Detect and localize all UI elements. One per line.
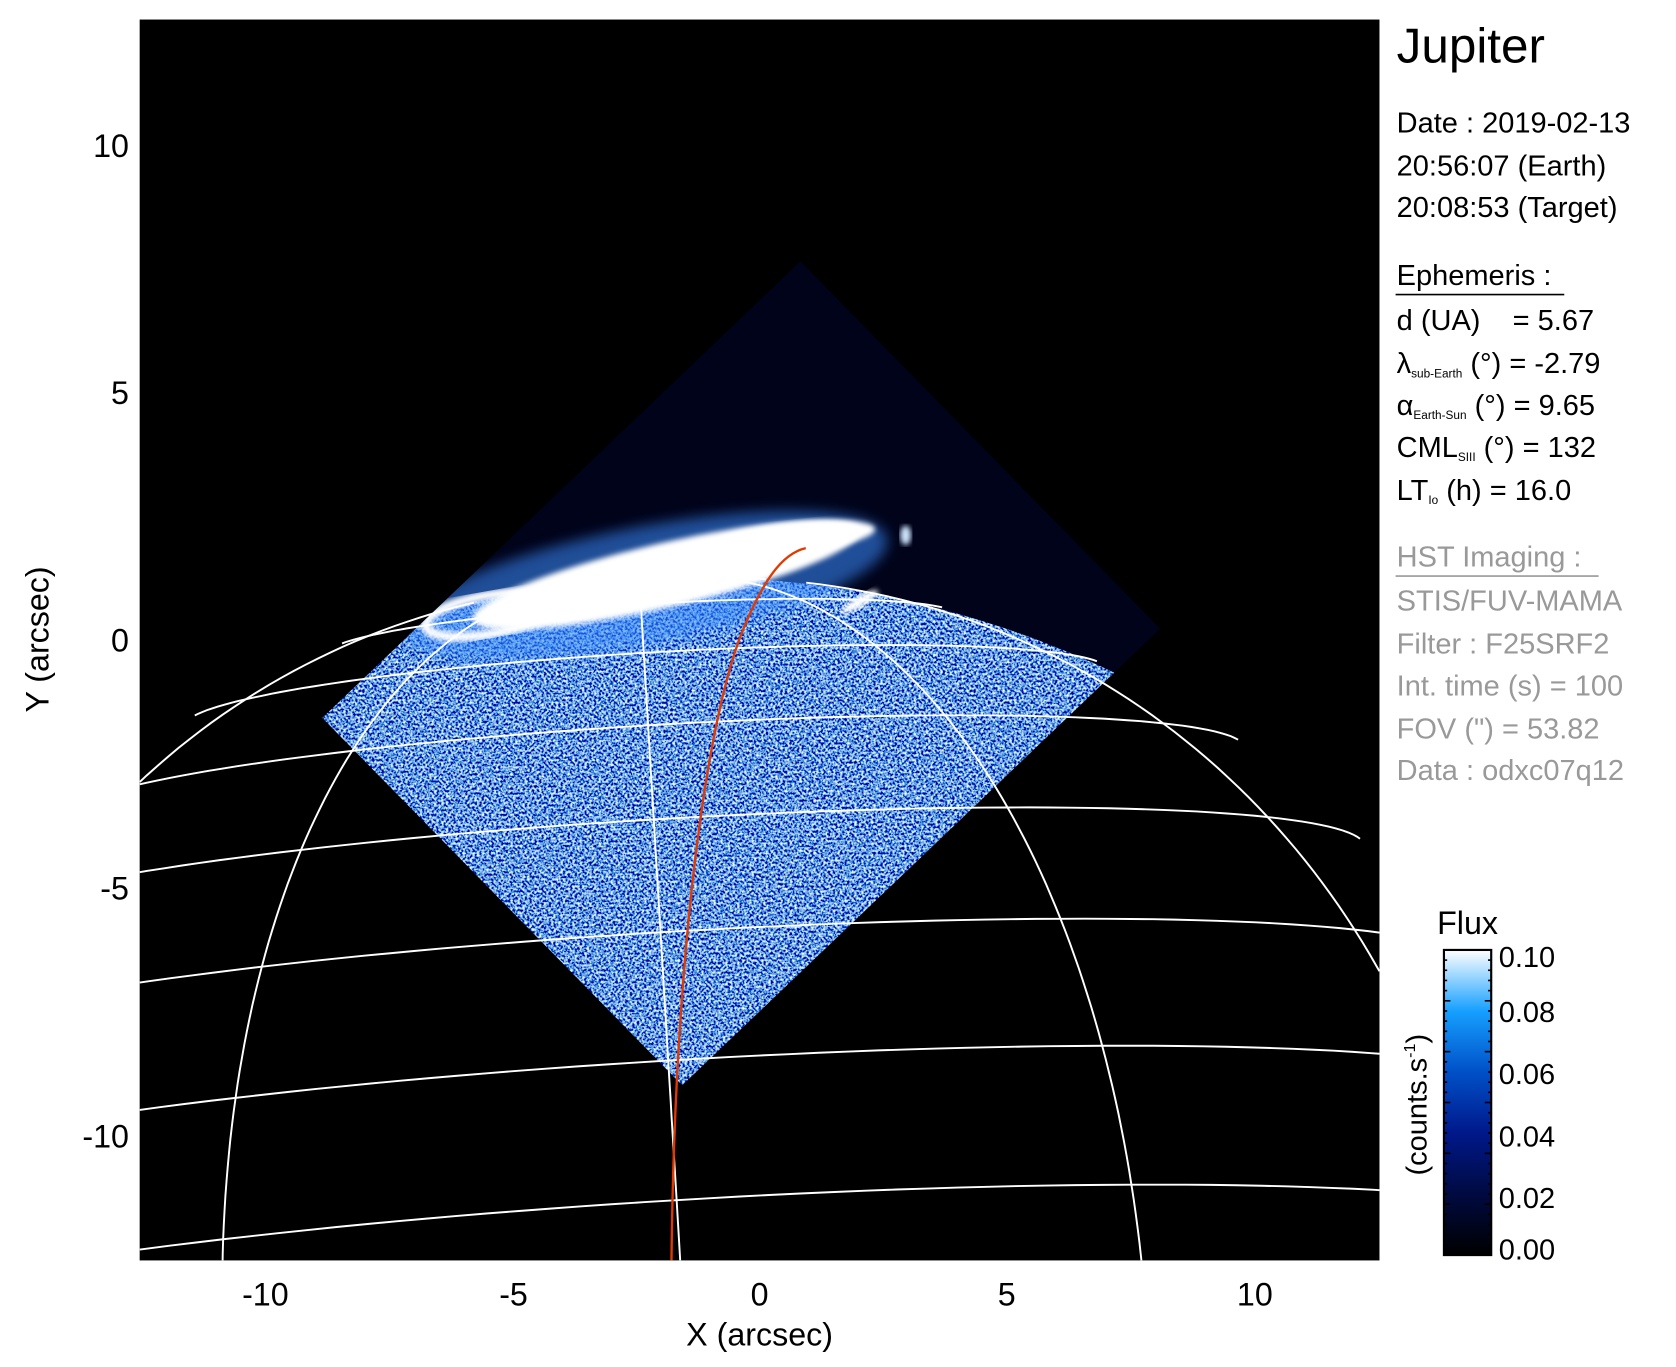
longitude-line	[221, 582, 584, 1261]
colorbar-tick-label: 0.08	[1499, 997, 1555, 1029]
reference-meridian-line	[670, 546, 807, 1261]
time-earth: 20:56:07 (Earth)	[1397, 150, 1607, 182]
observation-date: Date : 2019-02-13	[1397, 107, 1631, 139]
y-tick-label: -10	[82, 1119, 129, 1155]
latitude-line	[139, 806, 1361, 874]
colorbar-tick-label: 0.10	[1499, 942, 1555, 974]
latitude-line	[139, 917, 1380, 984]
colorbar-tick-label: 0.06	[1499, 1059, 1555, 1091]
y-axis-label: Y (arcsec)	[19, 566, 55, 712]
latitude-line	[139, 1044, 1380, 1111]
colorbar-tick-label: 0.04	[1499, 1122, 1555, 1154]
y-axis: 10 5 0 -5 -10 Y (arcsec)	[19, 128, 129, 1155]
integration-time: Int. time (s) = 100	[1397, 670, 1623, 702]
aurora-emission	[401, 510, 912, 661]
y-tick-label: 0	[111, 622, 129, 658]
filter: Filter : F25SRF2	[1397, 628, 1610, 660]
phase-angle: αEarth-Sun (°) = 9.65	[1397, 390, 1595, 422]
planet-title: Jupiter	[1397, 19, 1545, 74]
field-of-view: FOV (") = 53.82	[1397, 713, 1600, 745]
x-axis: -10 -5 0 5 10 X (arcsec)	[242, 1277, 1273, 1353]
distance-value: d (UA) = 5.67	[1397, 305, 1594, 337]
info-panel: Jupiter Date : 2019-02-13 20:56:07 (Eart…	[1395, 19, 1631, 787]
data-id: Data : odxc07q12	[1397, 755, 1624, 787]
hst-heading: HST Imaging :	[1397, 541, 1582, 573]
x-tick-label: 0	[751, 1277, 769, 1313]
y-tick-label: 10	[93, 128, 129, 164]
image-plot	[139, 19, 1380, 1261]
longitude-line	[695, 575, 1143, 1261]
y-tick-label: -5	[100, 870, 129, 906]
colorbar-gradient	[1442, 948, 1493, 1257]
longitude-line	[806, 581, 1380, 972]
instrument: STIS/FUV-MAMA	[1397, 585, 1623, 617]
ephemeris-heading: Ephemeris :	[1397, 260, 1552, 292]
colorbar: Flux 0.10 0.08 0.06 0.04 0.02 0.00 (coun…	[1401, 905, 1555, 1267]
colorbar-unit-label: (counts.s-1)	[1401, 1034, 1434, 1176]
planet-grid	[139, 575, 1380, 1261]
x-tick-label: 5	[998, 1277, 1016, 1313]
colorbar-tick-label: 0.02	[1499, 1183, 1555, 1215]
io-local-time: LTIo (h) = 16.0	[1397, 475, 1572, 507]
sub-earth-latitude: λsub-Earth (°) = -2.79	[1397, 348, 1601, 380]
latitude-line	[139, 1183, 1380, 1251]
time-target: 20:08:53 (Target)	[1397, 192, 1618, 224]
x-tick-label: -10	[242, 1277, 289, 1313]
latitude-line	[139, 714, 1239, 786]
colorbar-tick-label: 0.00	[1499, 1234, 1555, 1266]
colorbar-title: Flux	[1437, 905, 1498, 941]
x-tick-label: 10	[1237, 1277, 1273, 1313]
central-meridian-longitude: CMLSIII (°) = 132	[1397, 432, 1596, 464]
x-tick-label: -5	[499, 1277, 528, 1313]
y-tick-label: 5	[111, 375, 129, 411]
x-axis-label: X (arcsec)	[686, 1316, 833, 1352]
longitude-line	[139, 601, 475, 783]
longitude-line	[638, 578, 682, 1261]
